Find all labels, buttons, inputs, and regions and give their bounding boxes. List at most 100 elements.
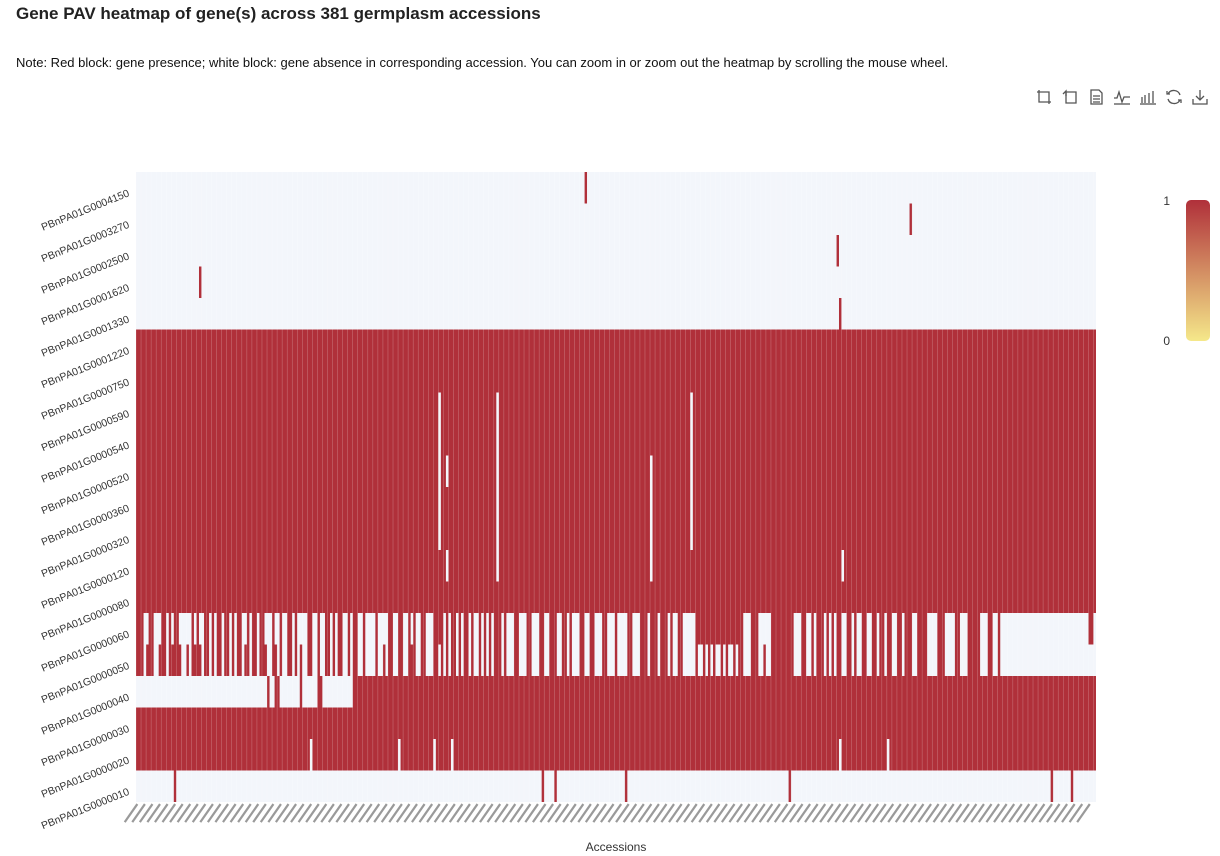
heatmap-cell-presence[interactable] <box>733 644 736 677</box>
heatmap-cell-presence[interactable] <box>589 613 595 645</box>
heatmap-cell-presence[interactable] <box>725 644 729 677</box>
heatmap-cell-presence[interactable] <box>272 644 278 677</box>
heatmap-cell-presence[interactable] <box>198 266 202 299</box>
heatmap-cell-presence[interactable] <box>458 613 462 645</box>
heatmap-cell-presence[interactable] <box>440 455 446 488</box>
heatmap-cell-presence[interactable] <box>561 613 567 645</box>
heatmap-cell-presence[interactable] <box>231 613 235 645</box>
heatmap-cell-presence[interactable] <box>896 644 902 677</box>
heatmap-cell-presence[interactable] <box>627 613 633 645</box>
heatmap-cell-presence[interactable] <box>987 613 993 645</box>
heatmap-cell-presence[interactable] <box>579 613 585 645</box>
heatmap-cell-presence[interactable] <box>896 613 902 645</box>
heatmap-cell-presence[interactable] <box>294 613 298 645</box>
heatmap-cell-presence[interactable] <box>136 581 1096 614</box>
heatmap-cell-presence[interactable] <box>816 613 824 645</box>
heatmap-cell-presence[interactable] <box>886 613 892 645</box>
heatmap-cell-presence[interactable] <box>692 455 1096 488</box>
heatmap-cell-presence[interactable] <box>463 644 469 677</box>
heatmap-cell-presence[interactable] <box>650 613 658 645</box>
heatmap-cell-presence[interactable] <box>224 644 230 677</box>
heatmap-cell-presence[interactable] <box>420 613 426 645</box>
heatmap-cell-presence[interactable] <box>445 644 449 677</box>
heatmap-cell-presence[interactable] <box>471 644 474 677</box>
heatmap-cell-presence[interactable] <box>272 613 275 645</box>
heatmap-cell-presence[interactable] <box>627 644 633 677</box>
heatmap-cell-presence[interactable] <box>279 613 283 645</box>
heatmap-cell-presence[interactable] <box>879 644 885 677</box>
heatmap-cell-presence[interactable] <box>652 455 691 488</box>
heatmap-cell-presence[interactable] <box>362 644 366 677</box>
heatmap-cell-presence[interactable] <box>458 644 462 677</box>
heatmap-cell-presence[interactable] <box>816 644 824 677</box>
heatmap-cell-presence[interactable] <box>937 644 945 677</box>
heatmap-cell-presence[interactable] <box>488 613 492 645</box>
heatmap-cell-presence[interactable] <box>433 613 444 645</box>
heatmap-cell-presence[interactable] <box>1088 613 1094 645</box>
heatmap-cell-presence[interactable] <box>400 739 434 771</box>
heatmap-cell-presence[interactable] <box>375 644 378 677</box>
line-chart-icon[interactable] <box>1112 87 1132 107</box>
heatmap-cell-presence[interactable] <box>287 644 293 677</box>
heatmap-cell-presence[interactable] <box>836 644 842 677</box>
heatmap-cell-presence[interactable] <box>652 518 691 551</box>
heatmap-cell-presence[interactable] <box>498 518 651 551</box>
heatmap-cell-presence[interactable] <box>650 644 658 677</box>
heatmap-cell-presence[interactable] <box>471 613 474 645</box>
heatmap-cell-presence[interactable] <box>493 644 502 677</box>
heatmap-cell-presence[interactable] <box>352 613 358 645</box>
heatmap-cell-presence[interactable] <box>917 644 928 677</box>
heatmap-cell-presence[interactable] <box>513 644 519 677</box>
heatmap-cell-presence[interactable] <box>332 644 336 677</box>
heatmap-cell-presence[interactable] <box>483 644 487 677</box>
heatmap-cell-presence[interactable] <box>498 487 651 519</box>
heatmap-cell-presence[interactable] <box>186 644 189 677</box>
heatmap-cell-presence[interactable] <box>886 644 892 677</box>
heatmap-cell-presence[interactable] <box>954 644 960 677</box>
heatmap-cell-presence[interactable] <box>554 770 557 803</box>
heatmap-cell-presence[interactable] <box>274 676 280 708</box>
heatmap-cell-presence[interactable] <box>204 644 210 677</box>
bar-chart-icon[interactable] <box>1138 87 1158 107</box>
heatmap-cell-presence[interactable] <box>846 613 852 645</box>
heatmap-cell-presence[interactable] <box>478 644 482 677</box>
heatmap-cell-presence[interactable] <box>811 613 814 645</box>
heatmap-cell-presence[interactable] <box>433 644 439 677</box>
heatmap-cell-presence[interactable] <box>445 613 449 645</box>
heatmap-cell-presence[interactable] <box>569 644 572 677</box>
heatmap-cell-presence[interactable] <box>246 613 250 645</box>
heatmap-cell-presence[interactable] <box>770 613 794 645</box>
heatmap-cell-presence[interactable] <box>539 613 545 645</box>
heatmap-cell-presence[interactable] <box>602 644 608 677</box>
heatmap-cell-presence[interactable] <box>148 613 154 645</box>
heatmap-cell-presence[interactable] <box>387 644 394 677</box>
heatmap-cell-presence[interactable] <box>259 613 265 645</box>
heatmap-cell-presence[interactable] <box>750 613 759 645</box>
heatmap-cell-presence[interactable] <box>287 613 293 645</box>
heatmap-cell-presence[interactable] <box>937 613 945 645</box>
heatmap-cell-presence[interactable] <box>1070 770 1074 803</box>
heatmap-cell-presence[interactable] <box>216 613 222 645</box>
heatmap-cell-presence[interactable] <box>707 644 711 677</box>
download-icon[interactable] <box>1190 87 1210 107</box>
heatmap-cell-presence[interactable] <box>967 613 981 645</box>
heatmap-cell-presence[interactable] <box>337 613 343 645</box>
heatmap-cell-presence[interactable] <box>136 329 1096 362</box>
heatmap-cell-presence[interactable] <box>196 613 199 645</box>
heatmap-cell-presence[interactable] <box>624 770 628 803</box>
heatmap-cell-presence[interactable] <box>871 644 877 677</box>
heatmap-cell-presence[interactable] <box>299 676 303 708</box>
heatmap-cell-presence[interactable] <box>236 613 242 645</box>
heatmap-cell-presence[interactable] <box>136 392 439 425</box>
heatmap-cell-presence[interactable] <box>448 550 497 582</box>
heatmap-cell-presence[interactable] <box>997 644 1001 677</box>
heatmap-cell-presence[interactable] <box>136 550 446 582</box>
heatmap-cell-presence[interactable] <box>317 644 320 677</box>
data-view-icon[interactable] <box>1086 87 1106 107</box>
heatmap-cell-presence[interactable] <box>584 172 588 204</box>
heatmap-cell-presence[interactable] <box>861 613 867 645</box>
heatmap-cell-presence[interactable] <box>954 613 960 645</box>
heatmap-cell-presence[interactable] <box>871 613 877 645</box>
heatmap-cell-presence[interactable] <box>312 739 399 771</box>
heatmap-cell-presence[interactable] <box>909 203 913 236</box>
